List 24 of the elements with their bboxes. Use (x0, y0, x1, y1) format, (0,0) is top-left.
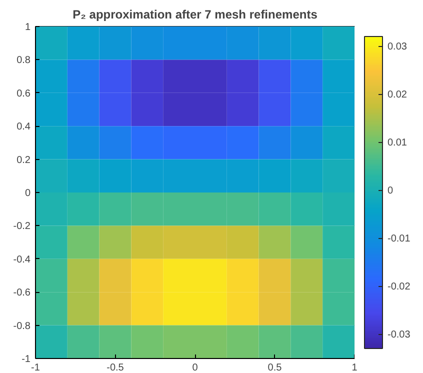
y-tick-label: 0.8 (16, 55, 31, 66)
y-tick-label: 0 (24, 188, 31, 199)
y-tick-label: 0.6 (16, 88, 31, 100)
y-tick-label: -0.8 (13, 320, 31, 332)
x-tick-label: -0.5 (106, 362, 124, 373)
color-bar-label: 0.02 (388, 90, 408, 101)
y-tick-label: 0.2 (16, 154, 31, 166)
color-bar-label: -0.03 (388, 330, 411, 341)
x-tick-label: -1 (31, 362, 40, 373)
color-bar-label: -0.02 (388, 282, 411, 293)
y-tick-label: -1 (22, 354, 31, 365)
y-tick-label: -0.2 (13, 221, 31, 232)
color-bar-label: 0.03 (388, 42, 408, 53)
y-tick-label: 0.4 (16, 122, 31, 133)
x-tick-label: 1 (352, 362, 358, 373)
x-tick-label: 0 (192, 362, 198, 373)
y-tick-label: -0.4 (13, 254, 31, 266)
y-tick-label: 1 (24, 22, 31, 33)
color-bar-label: -0.01 (388, 234, 411, 245)
x-tick-label: 0.5 (268, 362, 282, 373)
y-tick-label: -0.6 (13, 288, 31, 299)
color-bar-label: 0.01 (388, 138, 408, 149)
color-bar-label: 0 (388, 186, 394, 197)
chart-title: P₂ approximation after 7 mesh refinements (72, 8, 318, 22)
